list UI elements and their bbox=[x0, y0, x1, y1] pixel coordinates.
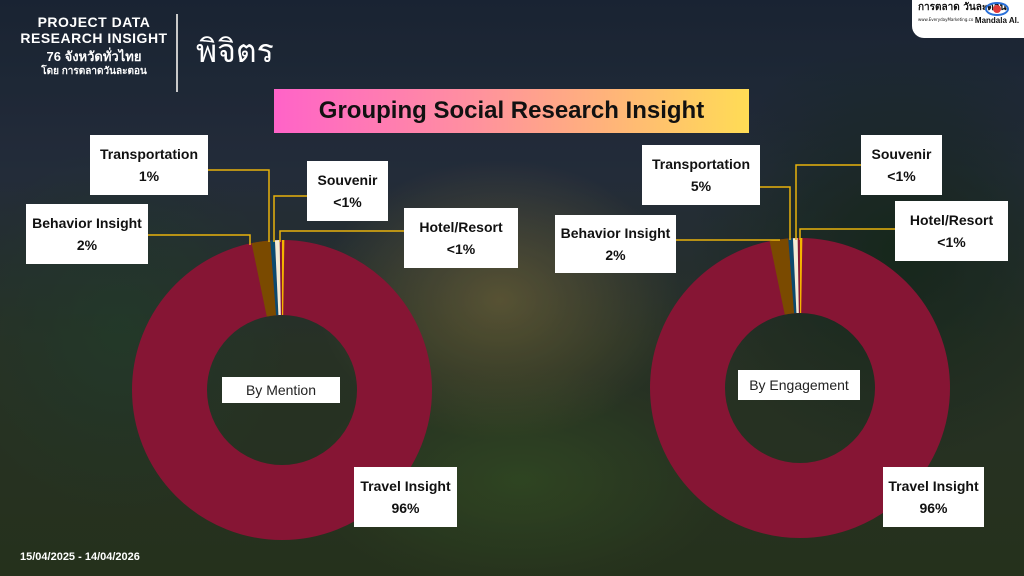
segment-behavior bbox=[251, 240, 277, 317]
leader-transportation bbox=[760, 186, 791, 240]
leader-souvenir bbox=[795, 164, 862, 240]
label-name: Hotel/Resort bbox=[419, 219, 503, 235]
leader-souvenir bbox=[273, 195, 308, 242]
brand-line-4: โดย การตลาดวันละตอน bbox=[41, 66, 147, 77]
leader-hotel bbox=[279, 230, 404, 242]
brand-line-2: RESEARCH INSIGHT bbox=[20, 30, 168, 46]
label-value: 96% bbox=[919, 500, 948, 516]
label-transportation-engagement: Transportation 5% bbox=[642, 145, 760, 205]
label-value: 5% bbox=[690, 178, 712, 194]
province-name: พิจิตร bbox=[196, 32, 274, 70]
page-title: Grouping Social Research Insight bbox=[274, 89, 749, 133]
label-hotel-mention: Hotel/Resort <1% bbox=[404, 208, 518, 268]
label-behavior-engagement: Behavior Insight 2% bbox=[555, 215, 676, 273]
label-travel-mention: Travel Insight 96% bbox=[354, 467, 457, 527]
leader-behavior bbox=[148, 234, 251, 245]
label-souvenir-mention: Souvenir <1% bbox=[307, 161, 388, 221]
donut-by-mention bbox=[132, 239, 432, 540]
label-name: Behavior Insight bbox=[32, 215, 142, 231]
label-name: Souvenir bbox=[871, 146, 932, 162]
partner-logos: การตลาด วันละตอน www.EverydayMarketing.c… bbox=[912, 0, 1024, 38]
label-name: Behavior Insight bbox=[560, 225, 671, 241]
segment-souvenir bbox=[274, 240, 281, 316]
label-hotel-engagement: Hotel/Resort <1% bbox=[895, 201, 1008, 261]
eye-icon bbox=[985, 2, 1009, 16]
center-label-mention: By Mention bbox=[222, 377, 340, 403]
label-value: <1% bbox=[333, 194, 362, 210]
mandala-ai-logo: Mandala AI. bbox=[972, 2, 1022, 25]
segment-souvenir bbox=[792, 238, 799, 314]
logo1-url: www.EverydayMarketing.co bbox=[918, 17, 974, 22]
label-souvenir-engagement: Souvenir <1% bbox=[861, 135, 942, 195]
label-name: Transportation bbox=[99, 146, 198, 162]
center-label-engagement: By Engagement bbox=[738, 370, 860, 400]
date-range: 15/04/2025 - 14/04/2026 bbox=[20, 551, 140, 563]
segment-behavior bbox=[769, 238, 795, 315]
segment-transportation bbox=[788, 238, 797, 314]
logo1-text: การตลาด วันละตอน bbox=[918, 2, 1007, 13]
segment-hotel bbox=[281, 239, 285, 316]
logo2-text: Mandala AI. bbox=[974, 16, 1020, 25]
label-name: Travel Insight bbox=[360, 478, 451, 494]
label-value: <1% bbox=[446, 241, 476, 257]
label-value: 2% bbox=[76, 237, 98, 253]
brand-line-1: PROJECT DATA bbox=[37, 14, 151, 30]
label-name: Hotel/Resort bbox=[909, 212, 994, 228]
segment-transportation bbox=[270, 240, 279, 316]
label-value: 2% bbox=[605, 247, 626, 263]
everyday-marketing-logo: การตลาด วันละตอน www.EverydayMarketing.c… bbox=[918, 3, 1007, 25]
label-transportation-mention: Transportation 1% bbox=[90, 135, 208, 195]
leader-transportation bbox=[208, 169, 270, 242]
label-behavior-mention: Behavior Insight 2% bbox=[26, 204, 148, 264]
label-value: 96% bbox=[391, 500, 420, 516]
label-name: Travel Insight bbox=[888, 478, 979, 494]
label-travel-engagement: Travel Insight 96% bbox=[883, 467, 984, 527]
brand-line-3: 76 จังหวัดทั่วไทย bbox=[46, 49, 142, 64]
label-value: <1% bbox=[887, 168, 916, 184]
leader-hotel bbox=[799, 228, 895, 240]
label-value: 1% bbox=[138, 168, 160, 184]
label-name: Transportation bbox=[651, 156, 750, 172]
segment-hotel bbox=[799, 237, 803, 314]
label-value: <1% bbox=[937, 234, 966, 250]
header-divider bbox=[176, 14, 178, 92]
project-brand: PROJECT DATA RESEARCH INSIGHT 76 จังหวัด… bbox=[14, 14, 174, 78]
donut-by-engagement bbox=[650, 237, 950, 538]
label-name: Souvenir bbox=[317, 172, 378, 188]
